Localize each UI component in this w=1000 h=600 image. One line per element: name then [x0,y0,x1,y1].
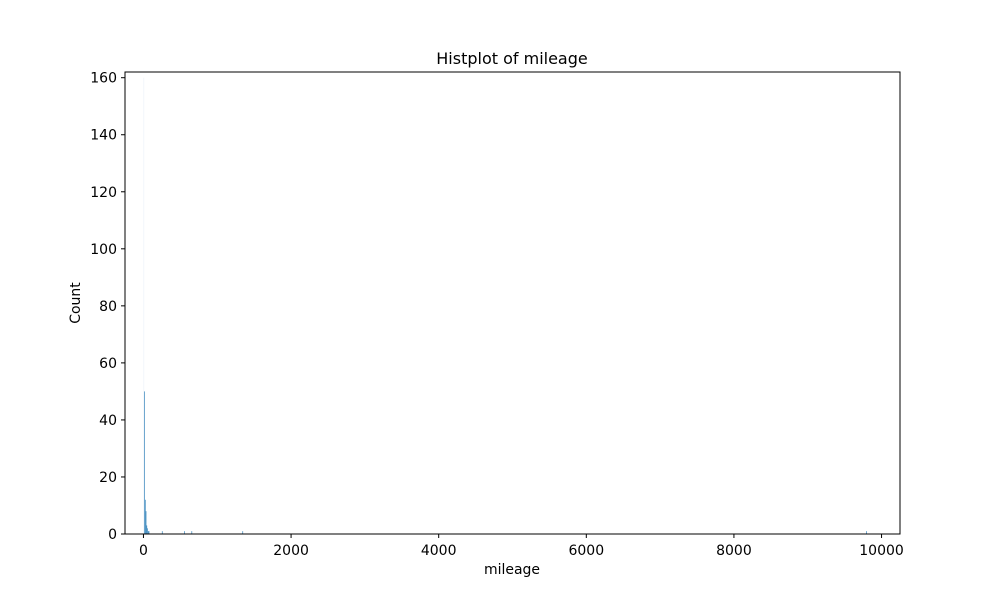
histogram-bar [161,531,163,534]
histogram-bar [184,531,185,534]
histogram-bar [143,77,145,534]
histogram-bar [147,531,149,534]
x-axis-ticks: 0 2000 4000 6000 8000 10000 [139,534,904,559]
histogram-bar [866,531,867,534]
histogram-bar [242,531,244,534]
plot-frame [124,71,901,535]
histogram-bar [191,531,193,534]
y-tick-label: 100 [90,242,117,258]
y-axis-label: Count [68,282,84,324]
chart-title: Histplot of mileage [436,49,587,68]
y-tick-label: 60 [99,356,117,372]
y-tick-label: 80 [99,299,117,315]
x-tick-label: 8000 [716,543,752,559]
y-tick-label: 0 [108,527,117,543]
y-tick-label: 20 [99,470,117,486]
histogram-bar [144,391,145,534]
x-tick-label: 0 [139,543,148,559]
histogram-bar [148,531,150,534]
x-tick-label: 4000 [421,543,457,559]
x-axis-label: mileage [484,562,540,578]
x-tick-label: 10000 [859,543,904,559]
x-tick-label: 6000 [568,543,604,559]
histogram-bar [146,525,148,534]
bars-group [143,77,867,534]
y-tick-label: 120 [90,185,117,201]
histogram-bar [144,499,146,534]
histogram-bar [145,511,147,534]
y-tick-label: 40 [99,413,117,429]
histogram-bar [147,528,148,534]
y-tick-label: 140 [90,128,117,144]
y-tick-label: 160 [90,71,117,87]
y-axis-ticks: 0 20 40 60 80 100 120 140 160 [90,71,125,543]
x-tick-label: 2000 [273,543,309,559]
